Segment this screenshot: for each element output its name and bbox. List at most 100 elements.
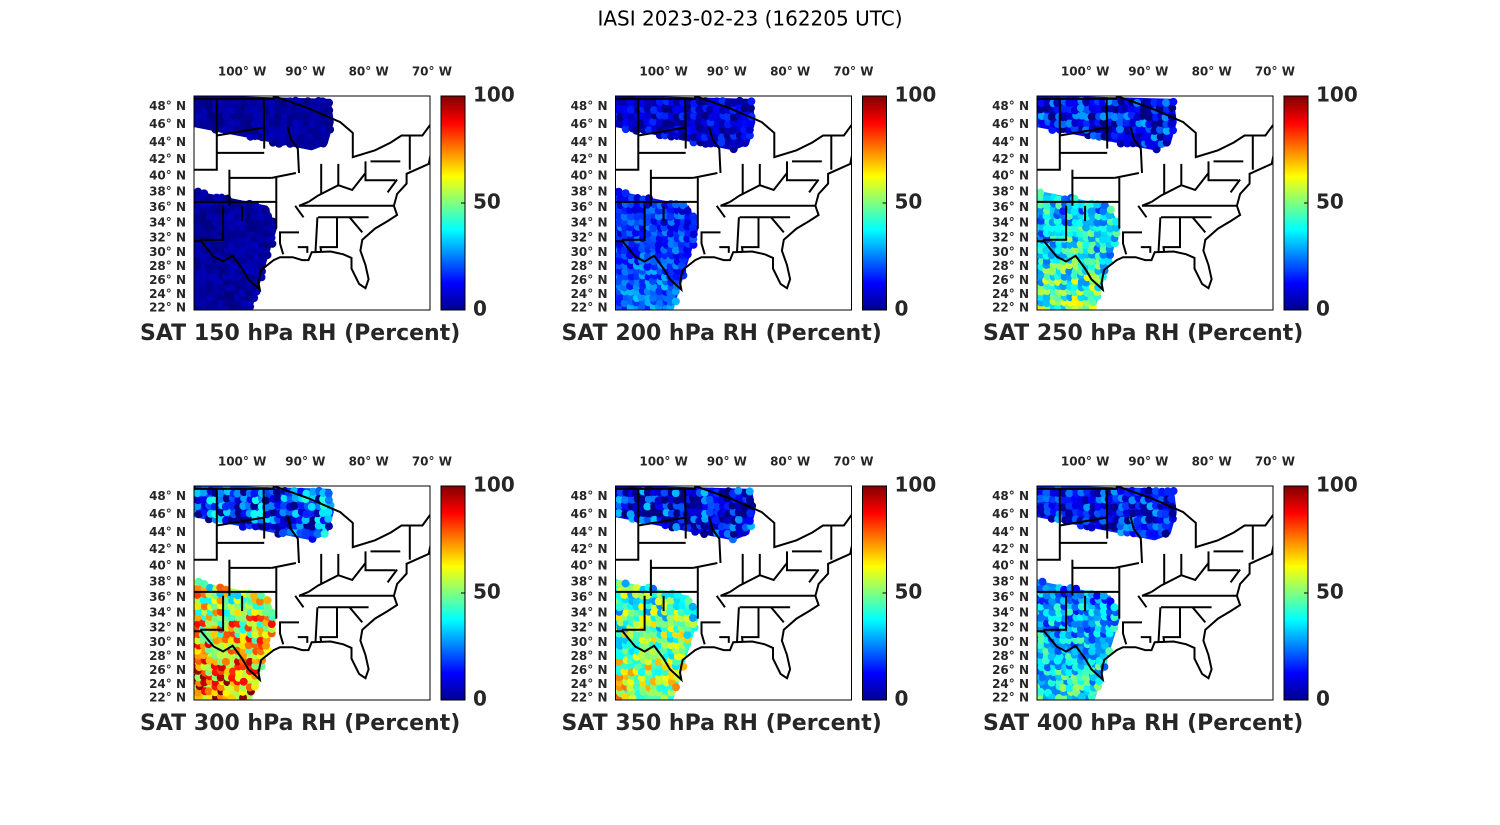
swath-dot [250,212,259,221]
lat-label: 40° N [571,558,608,572]
lon-label: 80° W [770,455,810,469]
swath-dot [1169,97,1178,106]
swath-dot [269,508,278,517]
map-frame [615,485,852,701]
swath-dot [688,222,697,231]
state-line [770,606,785,624]
swath-dot [1059,684,1068,693]
swath-dot [1112,223,1121,232]
state-line [286,126,300,174]
map-content [1037,96,1273,310]
swath-dot [1054,224,1063,233]
swath-dot [691,527,700,536]
lat-label: 28° N [992,259,1029,273]
state-line [297,246,309,253]
swath-dot [1037,99,1046,108]
swath-dot [233,105,242,114]
swath-dot [718,120,727,129]
lon-label: 100° W [1061,65,1109,79]
swath-dot [1048,608,1057,617]
swath-dot [297,118,306,127]
swath-dot [700,522,709,531]
lat-label: 42° N [149,152,186,166]
lat-label: 40° N [992,168,1029,182]
swath-dot [747,97,756,106]
lon-label: 90° W [707,455,747,469]
swath-dot [250,120,259,129]
swath-dot [228,125,237,134]
swath-dot [723,529,732,538]
swath-dot [1088,619,1097,628]
state-line [786,551,817,572]
swath-dot [261,206,270,215]
swath-dot [307,120,316,129]
state-line [708,126,722,174]
swath-dot [729,523,738,532]
colorbar-label: 100 [895,473,937,497]
coastline [194,152,430,293]
swath-dot [210,229,219,238]
swath-dot [671,246,680,255]
coastline [1037,542,1273,683]
swath-dot [1071,119,1080,128]
swath-dot [244,224,253,233]
swath-dot [278,529,287,538]
swath-dot [1099,591,1108,600]
swath-dot [1076,104,1085,113]
swath-dot [1071,501,1080,510]
swath-dot [199,488,208,497]
swath-dot [1161,529,1170,538]
state-line [314,607,319,643]
swath-dot [1111,503,1120,512]
state-line [693,172,718,179]
map-content [615,486,852,700]
swath-dot [273,111,282,120]
colorbar-label: 50 [473,580,501,604]
swath-dot [643,502,652,511]
swath-dot [268,138,277,147]
swath-dot [320,529,329,538]
swath-dot [637,111,646,120]
colorbar-label: 50 [895,190,923,214]
state-line [1191,216,1207,234]
swath-dot [620,246,629,255]
lon-label: 80° W [349,65,389,79]
state-line [294,205,305,218]
lat-label: 42° N [149,542,186,556]
swath-dot [745,119,754,128]
swath-dot [615,104,623,113]
swath-dot [661,104,670,113]
swath-dot [672,523,681,532]
swath-dot [621,495,630,504]
swath-dot [1059,641,1068,650]
lon-label: 100° W [639,65,687,79]
swath-dot [221,657,230,666]
state-line [615,488,640,561]
border [615,96,852,159]
swath-dot [1042,591,1051,600]
swath-dot [660,619,669,628]
swath-dot [632,682,641,691]
swath-dot [1076,298,1085,307]
state-line [684,488,687,523]
swath-dot [1122,118,1131,127]
swath-dot [263,596,272,605]
lon-label: 80° W [349,455,389,469]
colorbar-label: 100 [473,473,515,497]
state-line [298,590,309,597]
swath-dot [745,516,754,525]
swath-dot [627,217,636,226]
swath-dot [234,608,243,617]
state-line [638,126,686,137]
swath-dot [1144,486,1153,495]
swath-dot [741,139,750,148]
state-line [216,126,265,137]
state-line [1150,562,1210,593]
colorbar-label: 0 [1316,687,1330,711]
state-line [1037,488,1061,561]
lat-label: 24° N [571,677,608,691]
swath-dot [1117,132,1126,141]
swath-dot [1110,523,1119,532]
panel-label: SAT 300 hPa RH (Percent) [140,711,460,736]
swath-dot [194,590,202,599]
